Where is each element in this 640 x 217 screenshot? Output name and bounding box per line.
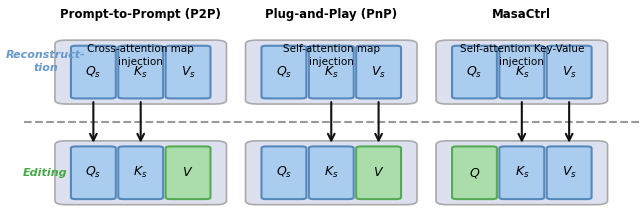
FancyBboxPatch shape — [246, 40, 417, 104]
FancyBboxPatch shape — [166, 146, 211, 199]
Text: $K_s$: $K_s$ — [515, 64, 529, 80]
Text: Reconstruct-
tion: Reconstruct- tion — [6, 50, 85, 72]
Text: $K_s$: $K_s$ — [515, 165, 529, 180]
FancyBboxPatch shape — [356, 46, 401, 99]
FancyBboxPatch shape — [452, 46, 497, 99]
FancyBboxPatch shape — [547, 146, 591, 199]
Text: $Q_s$: $Q_s$ — [467, 64, 483, 80]
Text: Self-attention Key-Value
injection: Self-attention Key-Value injection — [460, 44, 584, 67]
FancyBboxPatch shape — [356, 146, 401, 199]
FancyBboxPatch shape — [499, 146, 544, 199]
Text: $V_s$: $V_s$ — [562, 64, 577, 80]
Text: $Q$: $Q$ — [469, 166, 480, 180]
FancyBboxPatch shape — [166, 46, 211, 99]
FancyBboxPatch shape — [309, 46, 354, 99]
Text: $V_s$: $V_s$ — [562, 165, 577, 180]
Text: $Q_s$: $Q_s$ — [276, 64, 292, 80]
FancyBboxPatch shape — [71, 46, 116, 99]
FancyBboxPatch shape — [262, 46, 307, 99]
FancyBboxPatch shape — [452, 146, 497, 199]
FancyBboxPatch shape — [118, 146, 163, 199]
FancyBboxPatch shape — [246, 141, 417, 205]
FancyBboxPatch shape — [71, 146, 116, 199]
FancyBboxPatch shape — [547, 46, 591, 99]
Text: Editing: Editing — [23, 168, 68, 178]
FancyBboxPatch shape — [118, 46, 163, 99]
Text: Plug-and-Play (PnP): Plug-and-Play (PnP) — [265, 8, 397, 21]
FancyBboxPatch shape — [499, 46, 544, 99]
FancyBboxPatch shape — [436, 141, 607, 205]
Text: $Q_s$: $Q_s$ — [85, 64, 102, 80]
Text: Cross-attention map
injection: Cross-attention map injection — [87, 44, 194, 67]
Text: $K_s$: $K_s$ — [133, 165, 148, 180]
FancyBboxPatch shape — [55, 141, 227, 205]
FancyBboxPatch shape — [262, 146, 307, 199]
FancyBboxPatch shape — [55, 40, 227, 104]
Text: $Q_s$: $Q_s$ — [85, 165, 102, 180]
Text: $K_s$: $K_s$ — [324, 64, 339, 80]
Text: $V$: $V$ — [373, 166, 384, 179]
Text: Prompt-to-Prompt (P2P): Prompt-to-Prompt (P2P) — [60, 8, 221, 21]
Text: $Q_s$: $Q_s$ — [276, 165, 292, 180]
Text: $K_s$: $K_s$ — [324, 165, 339, 180]
Text: $V_s$: $V_s$ — [371, 64, 386, 80]
Text: MasaCtrl: MasaCtrl — [492, 8, 551, 21]
Text: $K_s$: $K_s$ — [133, 64, 148, 80]
FancyBboxPatch shape — [436, 40, 607, 104]
Text: Self-attention map
injection: Self-attention map injection — [283, 44, 380, 67]
FancyBboxPatch shape — [309, 146, 354, 199]
Text: $V$: $V$ — [182, 166, 194, 179]
Text: $V_s$: $V_s$ — [180, 64, 195, 80]
